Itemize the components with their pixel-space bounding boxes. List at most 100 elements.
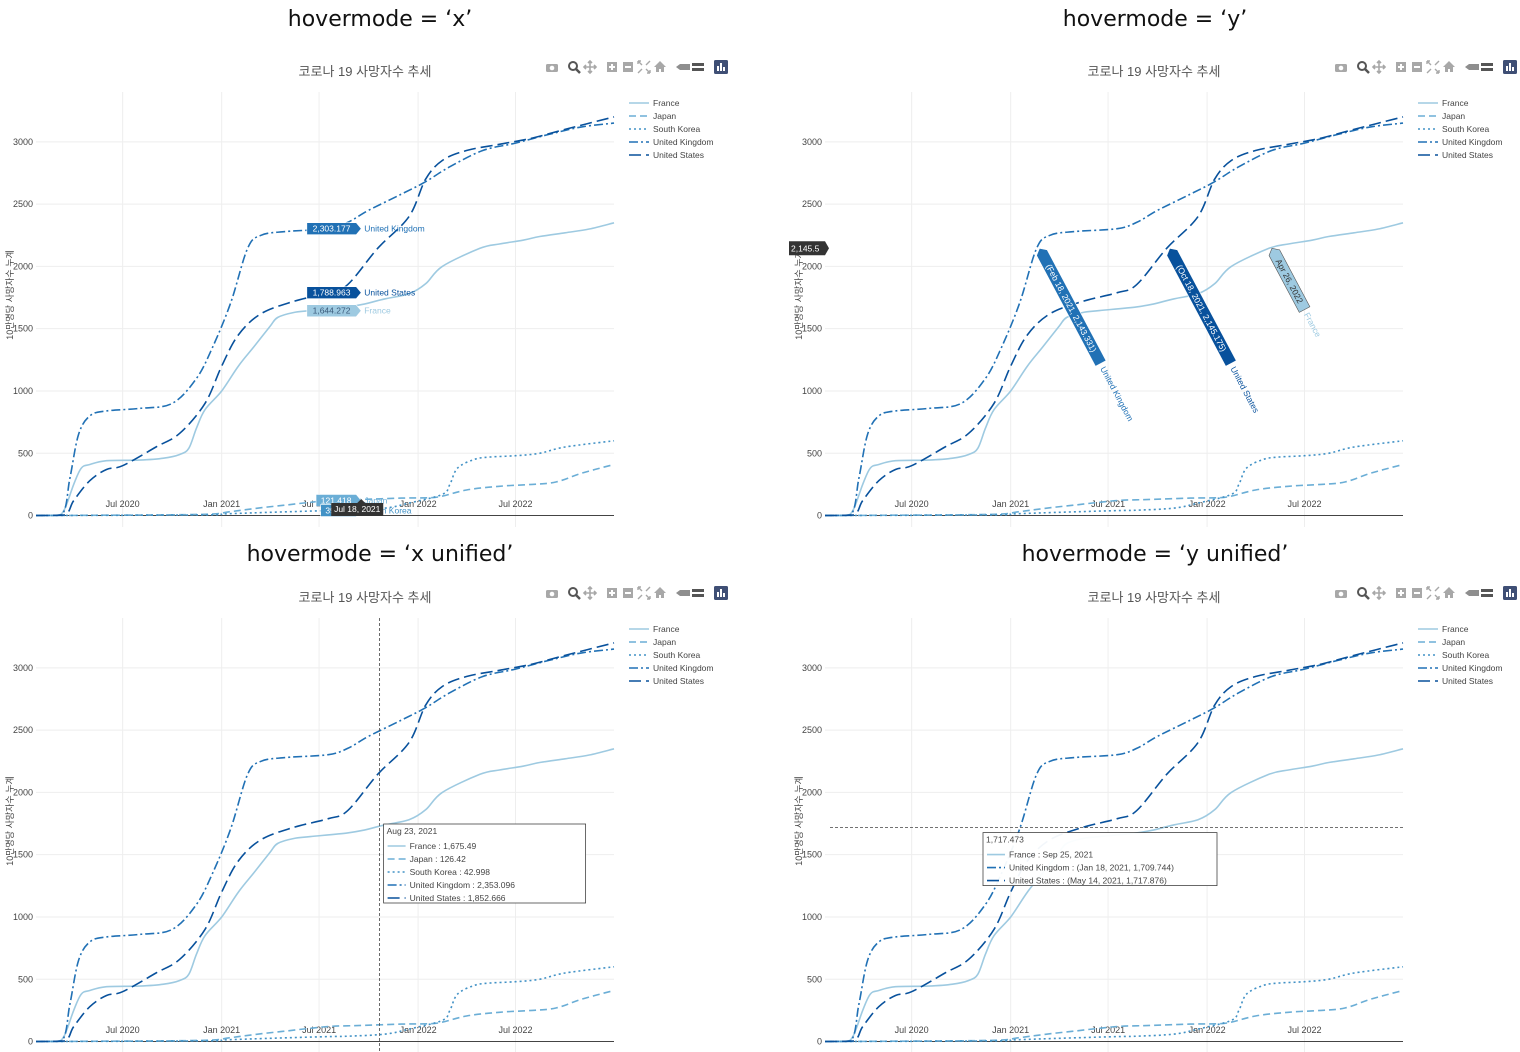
zoom-icon[interactable] bbox=[1357, 587, 1370, 600]
zoom-in-icon[interactable] bbox=[1396, 588, 1406, 598]
hover-label-france: Apr 26, 2022 France bbox=[1268, 247, 1323, 339]
y-tick-label: 3000 bbox=[13, 663, 33, 673]
y-tick-label: 0 bbox=[28, 1037, 33, 1047]
legend-item-south-korea: South Korea bbox=[653, 650, 701, 660]
series-line-france[interactable] bbox=[825, 222, 1404, 517]
x-hover-pointer bbox=[357, 499, 366, 503]
plotly-logo-icon[interactable] bbox=[714, 586, 728, 600]
home-icon[interactable] bbox=[654, 587, 666, 598]
series-line-united-kingdom[interactable] bbox=[35, 122, 615, 517]
legend-item-united-states: United States bbox=[653, 676, 704, 686]
plotly-logo-icon[interactable] bbox=[1503, 586, 1517, 600]
logo-bar bbox=[1509, 63, 1511, 71]
heading-hovermode-y: hovermode = ‘y’ bbox=[1062, 7, 1248, 32]
series-line-united-kingdom[interactable] bbox=[35, 648, 615, 1043]
autoscale-icon[interactable] bbox=[637, 586, 651, 600]
series-line-united-kingdom[interactable] bbox=[824, 648, 1404, 1043]
spike-tag bbox=[676, 590, 690, 596]
zoom-in-icon[interactable] bbox=[607, 62, 617, 72]
chart-panel-hover-y-unified[interactable]: 코로나 19 사망자수 추세 0 500 1000 1500 2000 2500 3000 Ju… bbox=[789, 578, 1520, 1052]
autoscale-icon[interactable] bbox=[1426, 586, 1440, 600]
camera-icon[interactable] bbox=[546, 64, 558, 72]
zoom-in-icon[interactable] bbox=[607, 588, 617, 598]
chart-panel-hover-x[interactable]: 코로나 19 사망자수 추세 0 500 1000 1500 2000 2500 3000 Ju… bbox=[0, 52, 740, 527]
pan-icon[interactable] bbox=[582, 59, 598, 75]
compare-bar-top bbox=[1481, 63, 1493, 66]
zoom-handle bbox=[575, 68, 581, 74]
plotly-logo-icon[interactable] bbox=[1503, 60, 1517, 74]
spike-lines-icon[interactable] bbox=[1465, 64, 1479, 70]
legend-item-france: France bbox=[1442, 98, 1469, 108]
compare-icon[interactable] bbox=[1481, 589, 1493, 597]
spike-lines-icon[interactable] bbox=[1465, 590, 1479, 596]
hover-label-value: Apr 26, 2022 bbox=[1274, 257, 1306, 305]
logo-bar bbox=[717, 592, 719, 597]
zoom-icon[interactable] bbox=[568, 587, 581, 600]
legend: France Japan South Korea United Kingdom Unit… bbox=[629, 624, 713, 686]
hover-label-name: France bbox=[1302, 311, 1323, 339]
x-tick-label: Jul 2020 bbox=[895, 499, 929, 509]
camera-icon[interactable] bbox=[1335, 590, 1347, 598]
plotly-logo-icon[interactable] bbox=[714, 60, 728, 74]
legend-item-united-kingdom: United Kingdom bbox=[653, 137, 713, 147]
home-icon[interactable] bbox=[1443, 587, 1455, 598]
camera-icon[interactable] bbox=[546, 590, 558, 598]
autoscale-arrows bbox=[637, 586, 651, 600]
chart-panel-hover-y[interactable]: 코로나 19 사망자수 추세 0 500 1000 1500 2000 2500 3000 Ju… bbox=[789, 52, 1520, 527]
spike-lines-icon[interactable] bbox=[676, 590, 690, 596]
autoscale-icon[interactable] bbox=[637, 60, 651, 74]
y-tick-label: 0 bbox=[817, 1037, 822, 1047]
series-line-united-kingdom[interactable] bbox=[824, 122, 1404, 517]
unified-hover-row: Japan : 126.42 bbox=[410, 854, 467, 864]
series-line-france[interactable] bbox=[36, 222, 615, 517]
y-tick-label: 1000 bbox=[802, 386, 822, 396]
zoom-icon[interactable] bbox=[1357, 61, 1370, 74]
legend-item-france: France bbox=[653, 624, 680, 634]
legend-item-japan: Japan bbox=[653, 111, 676, 121]
home-shape bbox=[654, 61, 666, 72]
zoom-out-icon[interactable] bbox=[623, 588, 633, 598]
series-line-united-states[interactable] bbox=[824, 116, 1404, 517]
compare-icon[interactable] bbox=[692, 63, 704, 71]
y-tick-label: 500 bbox=[18, 974, 33, 984]
compare-bar-top bbox=[692, 63, 704, 66]
pan-icon[interactable] bbox=[1371, 59, 1387, 75]
home-icon[interactable] bbox=[654, 61, 666, 72]
zoom-bar-vertical bbox=[1400, 64, 1402, 70]
series-line-united-states[interactable] bbox=[824, 642, 1404, 1043]
y-tick-label: 2000 bbox=[13, 261, 33, 271]
spike-tag bbox=[1465, 590, 1479, 596]
zoom-out-icon[interactable] bbox=[1412, 62, 1422, 72]
pan-icon[interactable] bbox=[1371, 585, 1387, 601]
legend-item-united-states: United States bbox=[1442, 150, 1493, 160]
modebar bbox=[1335, 59, 1517, 75]
autoscale-arrows bbox=[1426, 586, 1440, 600]
series-line-france[interactable] bbox=[36, 748, 615, 1043]
series-line-united-states[interactable] bbox=[35, 116, 615, 517]
heading-hovermode-x-unified: hovermode = ‘x unified’ bbox=[246, 542, 514, 567]
modebar bbox=[546, 59, 728, 75]
zoom-bar-vertical bbox=[611, 590, 613, 596]
legend: France Japan South Korea United Kingdom Unit… bbox=[629, 98, 713, 160]
x-tick-label: Jul 2020 bbox=[106, 499, 140, 509]
x-tick-label: Jul 2020 bbox=[106, 1025, 140, 1035]
compare-icon[interactable] bbox=[1481, 63, 1493, 71]
zoom-icon[interactable] bbox=[568, 61, 581, 74]
hover-label-name: South Korea bbox=[364, 506, 412, 516]
spike-lines-icon[interactable] bbox=[676, 64, 690, 70]
y-tick-label: 0 bbox=[817, 511, 822, 521]
x-tick-label: Jan 2021 bbox=[992, 499, 1029, 509]
y-tick-label: 1500 bbox=[802, 850, 822, 860]
y-tick-label: 3000 bbox=[802, 663, 822, 673]
zoom-in-icon[interactable] bbox=[1396, 62, 1406, 72]
zoom-out-icon[interactable] bbox=[1412, 588, 1422, 598]
pan-icon[interactable] bbox=[582, 585, 598, 601]
camera-icon[interactable] bbox=[1335, 64, 1347, 72]
home-icon[interactable] bbox=[1443, 61, 1455, 72]
unified-hover-row: United Kingdom : (Jan 18, 2021, 1,709.74… bbox=[1009, 863, 1174, 873]
zoom-out-icon[interactable] bbox=[623, 62, 633, 72]
series-line-united-states[interactable] bbox=[35, 642, 615, 1043]
chart-panel-hover-x-unified[interactable]: 코로나 19 사망자수 추세 0 500 1000 1500 2000 2500 3000 Ju… bbox=[0, 578, 740, 1052]
compare-icon[interactable] bbox=[692, 589, 704, 597]
autoscale-icon[interactable] bbox=[1426, 60, 1440, 74]
